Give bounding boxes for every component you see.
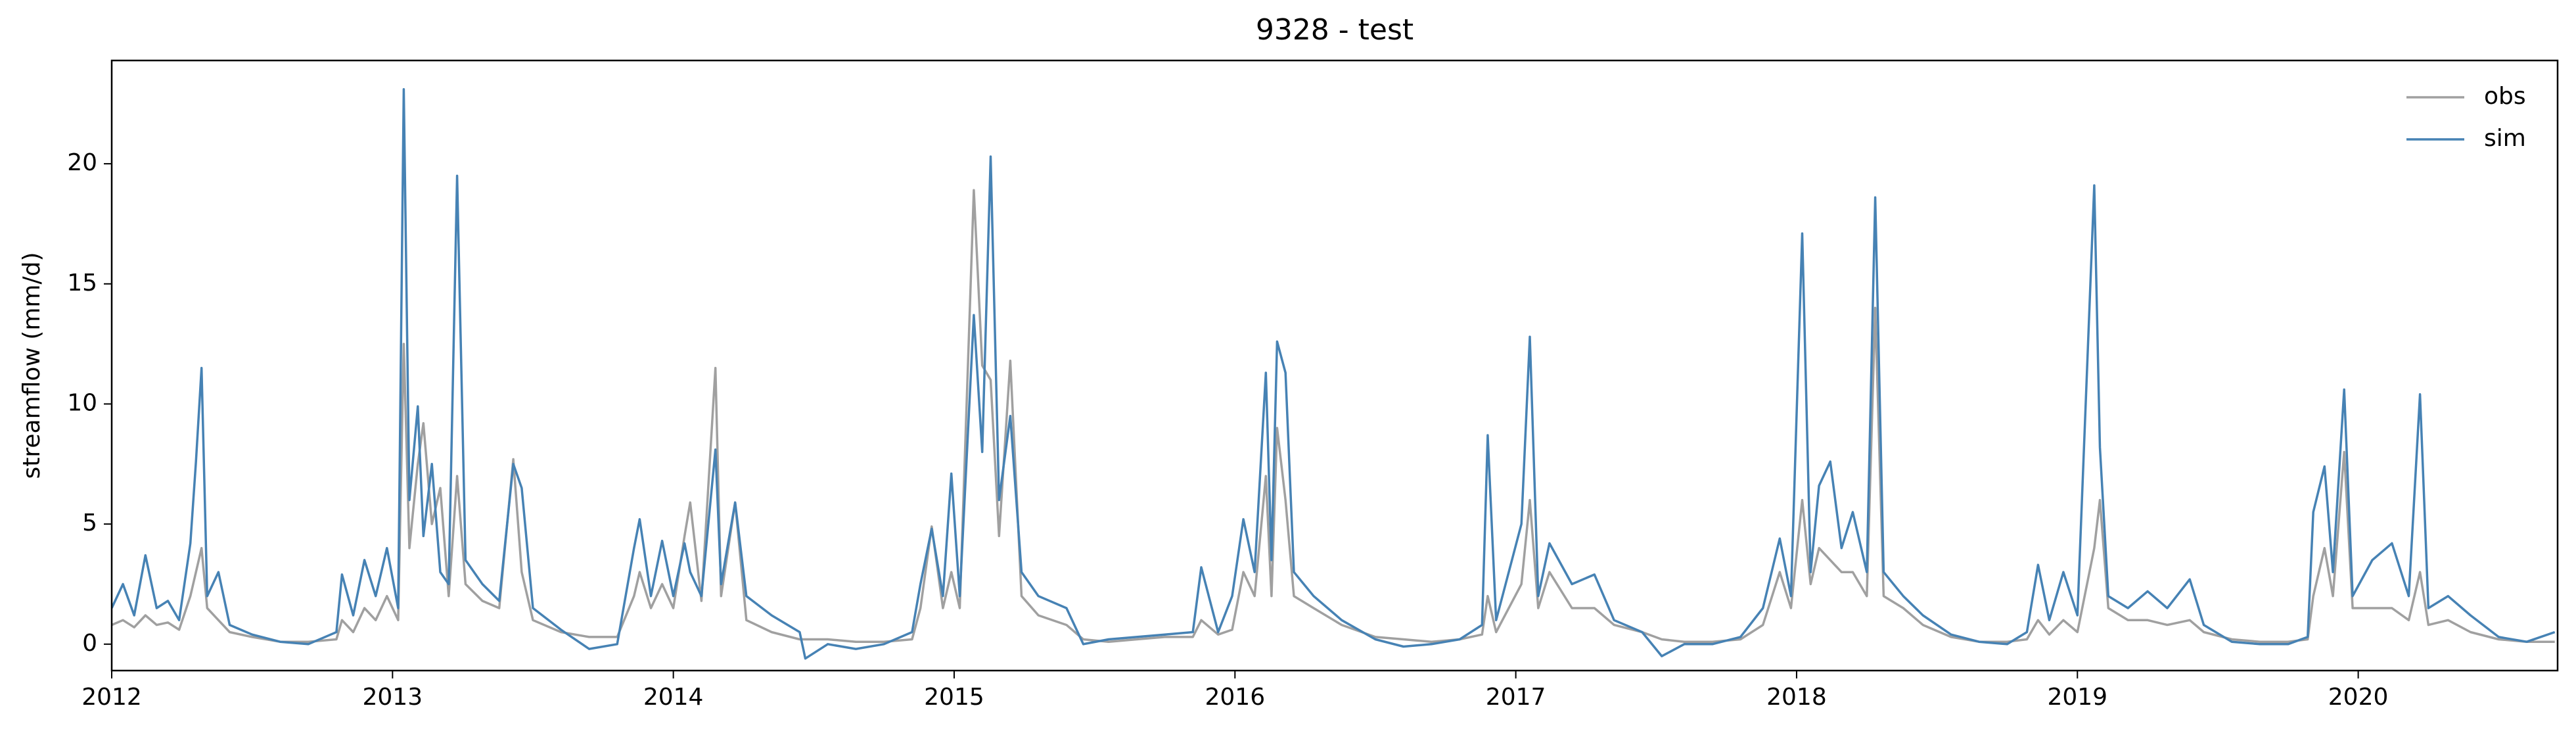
series-line	[112, 189, 2555, 643]
y-tick-label: 0	[82, 630, 97, 657]
y-tick-label: 5	[82, 510, 97, 536]
x-tick-label: 2013	[363, 684, 423, 711]
x-tick-label: 2012	[81, 684, 142, 711]
plot-frame	[110, 59, 2559, 672]
x-tick-label: 2015	[924, 684, 984, 711]
x-tick-label: 2020	[2328, 684, 2389, 711]
x-tick-label: 2014	[643, 684, 704, 711]
chart-title: 9328 - test	[1256, 13, 1414, 47]
x-tick-label: 2019	[2047, 684, 2107, 711]
y-tick-label: 20	[67, 149, 97, 176]
y-tick-label: 10	[67, 389, 97, 416]
series-line	[112, 88, 2556, 660]
legend-label: obs	[2484, 83, 2526, 110]
y-tick-label: 15	[67, 270, 97, 296]
x-tick-label: 2016	[1205, 684, 1265, 711]
x-tick-label: 2018	[1766, 684, 1827, 711]
legend-label: sim	[2484, 125, 2526, 152]
plot-area	[112, 60, 2558, 671]
y-axis-label: streamflow (mm/d)	[18, 252, 45, 479]
x-tick-label: 2017	[1486, 684, 1546, 711]
